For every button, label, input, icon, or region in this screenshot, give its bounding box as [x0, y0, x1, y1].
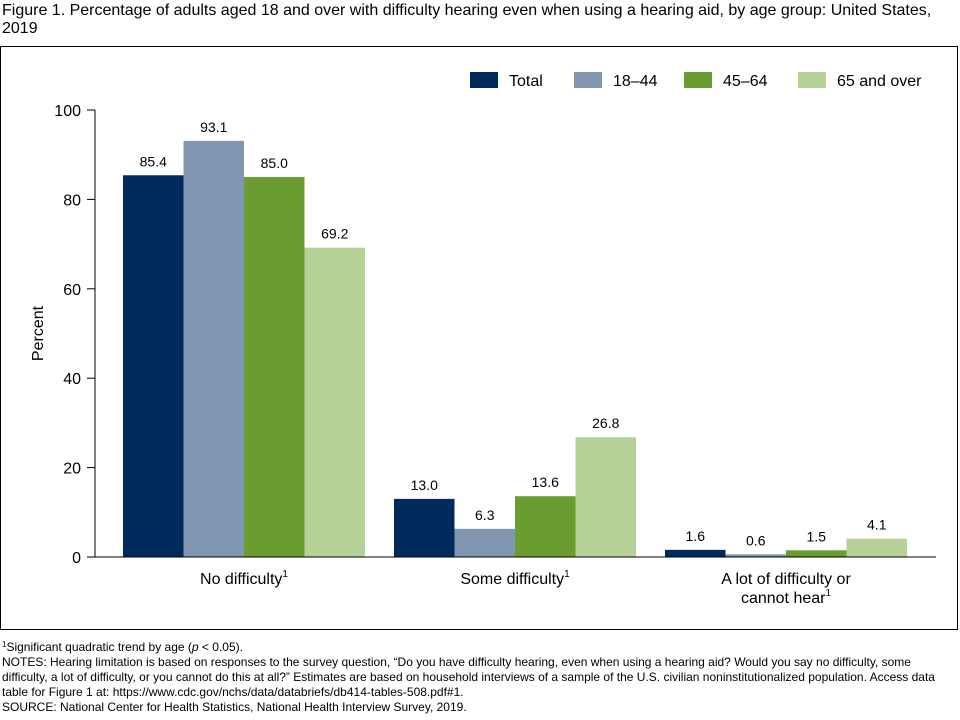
bar-value-label: 26.8 [592, 415, 619, 431]
y-tick-label: 80 [63, 192, 81, 209]
bar-value-label: 93.1 [200, 119, 227, 135]
y-tick-label: 40 [63, 371, 81, 388]
y-tick-label: 20 [63, 461, 81, 478]
bar [515, 496, 576, 557]
notes-text: NOTES: Hearing limitation is based on re… [2, 655, 935, 699]
x-tick-label: A lot of difficulty or [721, 571, 851, 588]
bar-value-label: 1.5 [807, 528, 827, 544]
chart-frame [0, 46, 958, 630]
legend-swatch [574, 72, 602, 88]
legend-swatch [470, 72, 498, 88]
bar-value-label: 6.3 [475, 507, 495, 523]
footnote-marker: 1 [564, 569, 570, 580]
legend-label: Total [509, 73, 543, 90]
bar [394, 498, 455, 557]
bar [786, 550, 847, 557]
bar [454, 528, 515, 557]
bar [304, 247, 365, 557]
bar-value-label: 0.6 [746, 532, 766, 548]
bar [123, 175, 184, 557]
legend-swatch [684, 72, 712, 88]
source-text: SOURCE: National Center for Health Stati… [2, 700, 467, 714]
x-tick-label: cannot hear1 [741, 588, 832, 607]
significance-footnote: 1Significant quadratic trend by age (p <… [2, 640, 243, 654]
y-axis-label: Percent [30, 305, 47, 361]
bar [725, 554, 786, 557]
bar-value-label: 1.6 [686, 528, 706, 544]
bar [244, 177, 305, 558]
legend-label: 45–64 [723, 73, 768, 90]
footnote-marker: 1 [282, 569, 288, 580]
bar-value-label: 13.0 [411, 477, 438, 493]
bar-value-label: 4.1 [867, 517, 887, 533]
footnote-marker: 1 [2, 640, 7, 649]
figure-title: Figure 1. Percentage of adults aged 18 a… [2, 2, 932, 37]
x-tick-label: Some difficulty1 [460, 569, 570, 588]
bar [575, 437, 636, 557]
y-tick-label: 0 [72, 550, 81, 567]
footnotes: 1Significant quadratic trend by age (p <… [2, 640, 952, 715]
bar-chart: 0 20 40 60 80 100 Percent 85.4 13.0 1.6 93.1 6.3 0.6… [30, 72, 936, 607]
legend-swatch [798, 72, 826, 88]
bar [846, 538, 907, 557]
bar-value-label: 85.4 [140, 153, 167, 169]
y-tick-label: 100 [54, 103, 81, 120]
legend-label: 18–44 [613, 73, 658, 90]
legend-label: 65 and over [837, 73, 922, 90]
x-tick-label: No difficulty1 [200, 569, 288, 588]
bar-value-label: 85.0 [261, 155, 288, 171]
bar-value-label: 13.6 [532, 474, 559, 490]
footnote-marker: 1 [825, 588, 831, 599]
bar [665, 549, 726, 557]
bar-value-label: 69.2 [321, 226, 348, 242]
y-tick-label: 60 [63, 282, 81, 299]
bar [183, 140, 244, 557]
